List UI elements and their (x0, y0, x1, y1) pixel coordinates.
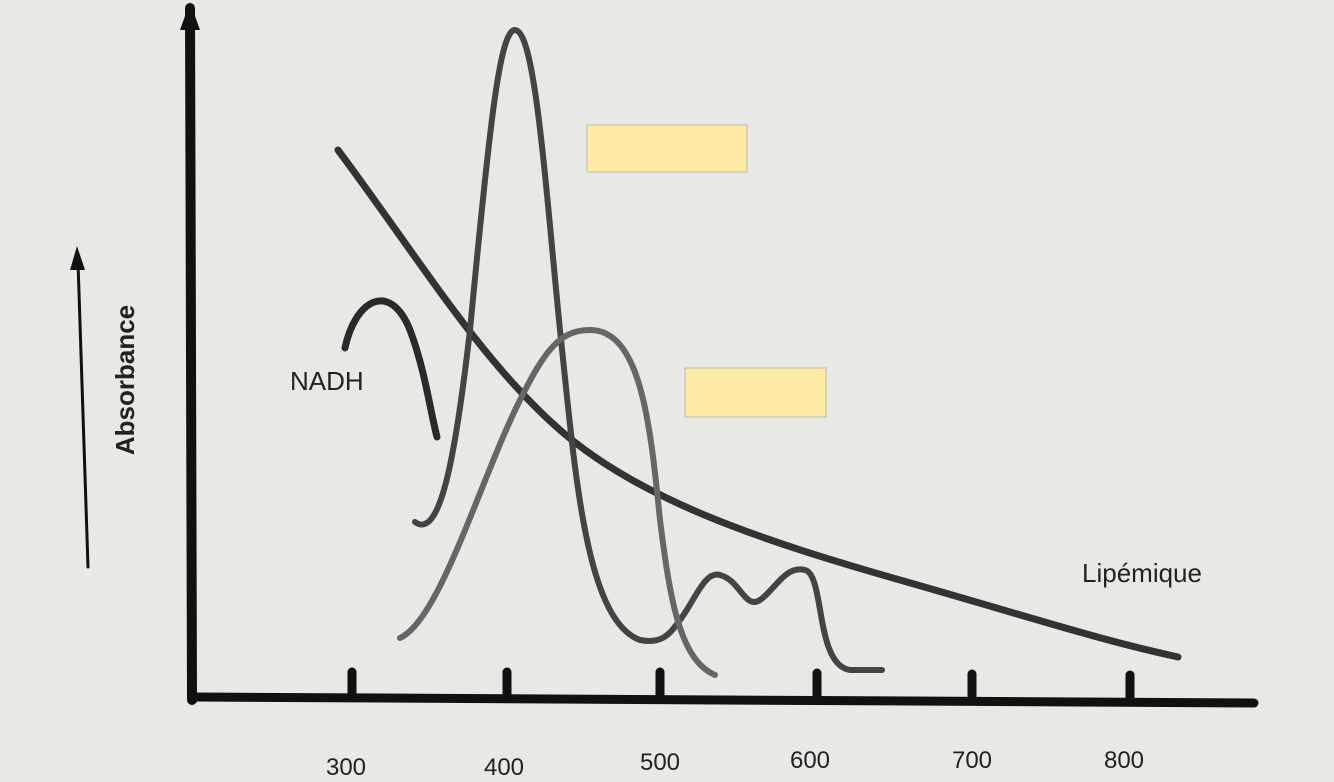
x-tick-labels: 300 400 500 600 700 800 (326, 747, 1144, 781)
hemolyzed-curve (412, 26, 885, 673)
icteric-curve (397, 326, 718, 678)
answer-box[interactable] (586, 124, 748, 173)
absorbance-arrow (76, 260, 90, 569)
curve-label: NADH (290, 366, 364, 396)
x-tick-label: 500 (640, 749, 680, 776)
lipemic-curve (334, 146, 1182, 661)
curve-label: Lipémique (1082, 558, 1202, 588)
x-tick-label: 700 (952, 747, 992, 774)
x-ticks (347, 667, 1135, 706)
y-axis-arrow (180, 2, 200, 30)
x-tick-label: 400 (484, 754, 524, 781)
y-axis-label: Absorbance (110, 305, 140, 455)
absorbance-arrowhead (70, 246, 85, 270)
nadh-curve (341, 297, 441, 441)
y-axis (185, 3, 197, 705)
curves (334, 26, 1182, 678)
axes (70, 2, 1259, 708)
answer-box[interactable] (684, 367, 827, 418)
x-tick-label: 800 (1104, 747, 1144, 774)
x-tick-label: 600 (790, 747, 830, 774)
x-tick-label: 300 (326, 754, 366, 781)
x-axis (191, 692, 1259, 708)
